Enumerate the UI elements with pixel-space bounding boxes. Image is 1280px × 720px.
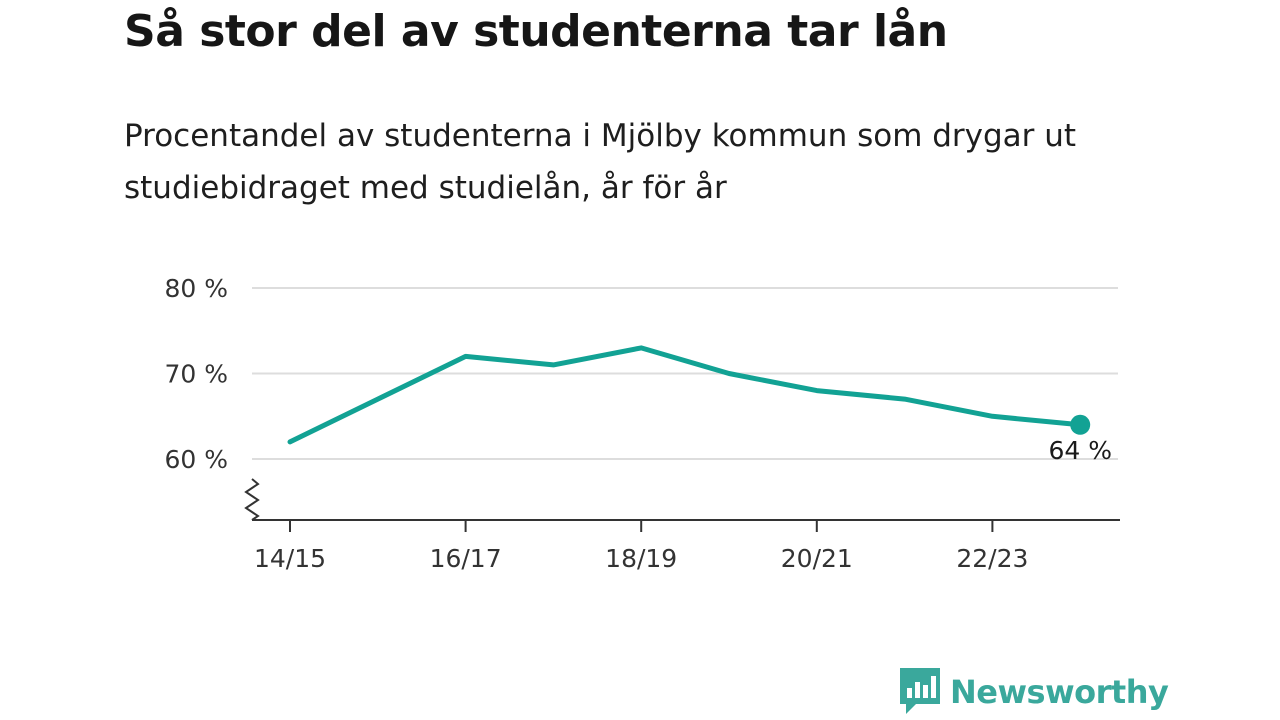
axis-break-icon <box>244 478 260 521</box>
x-tick-label: 22/23 <box>956 544 1028 573</box>
gridlines <box>252 287 1118 460</box>
x-tick-label: 14/15 <box>254 544 326 573</box>
last-value-label: 64 % <box>1048 436 1112 465</box>
x-ticks <box>289 520 994 532</box>
series-line <box>287 345 1083 445</box>
x-tick-labels: 14/15 16/17 18/19 20/21 22/23 <box>254 544 1028 573</box>
brand-logo: Newsworthy <box>900 668 1169 716</box>
x-tick-label: 18/19 <box>605 544 677 573</box>
y-tick-label: 80 % <box>164 274 228 303</box>
y-tick-label: 70 % <box>164 360 228 389</box>
chart-subtitle: Procentandel av studenterna i Mjölby kom… <box>124 118 1077 206</box>
x-tick-label: 16/17 <box>430 544 502 573</box>
brand-name: Newsworthy <box>950 673 1169 711</box>
chart-title: Så stor del av studenterna tar lån <box>124 6 948 57</box>
last-point-marker <box>1070 414 1091 435</box>
x-tick-label: 20/21 <box>781 544 853 573</box>
newsworthy-logo-icon <box>900 668 940 714</box>
y-tick-label: 60 % <box>164 445 228 474</box>
y-tick-labels: 60 % 70 % 80 % <box>164 274 228 474</box>
